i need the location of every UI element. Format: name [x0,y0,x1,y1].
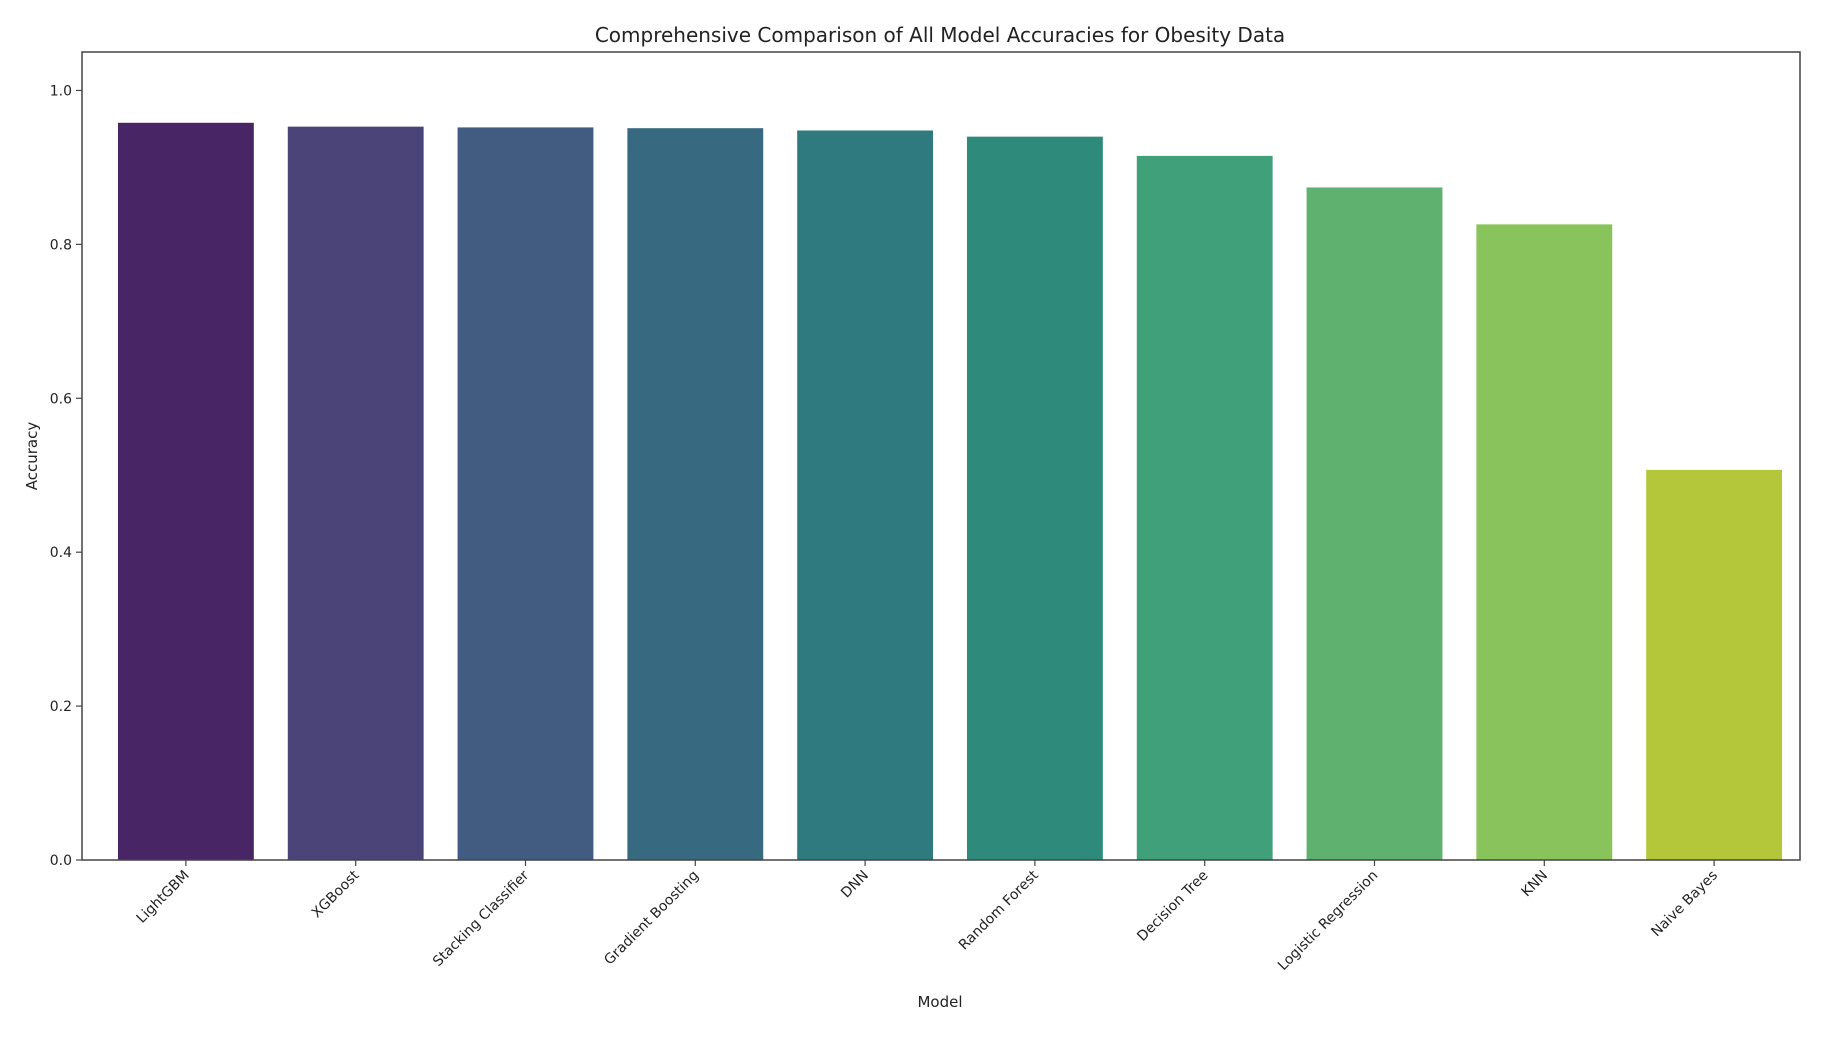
y-tick-label: 0.0 [50,853,72,869]
x-tick-label: Decision Tree [1134,868,1211,945]
y-tick-label: 0.6 [50,391,72,407]
bar [966,136,1103,861]
bar [1476,224,1613,860]
y-tick-label: 0.8 [50,237,72,253]
x-tick-label: Stacking Classifier [430,867,533,970]
x-tick-label: Random Forest [956,867,1042,953]
plot-frame [81,51,1801,861]
bar [457,127,594,860]
plot-area: 0.0 0.2 0.4 0.6 0.8 1.0 LightGBM XGBoost Stackin… [50,83,1783,974]
x-tick-label: Gradient Boosting [601,868,702,969]
bar [117,122,254,860]
y-tick-label: 1.0 [50,83,72,99]
y-tick-label: 0.4 [50,545,72,561]
y-axis-label: Accuracy [23,422,41,491]
x-tick-label: XGBoost [309,867,363,921]
x-axis-label: Model [917,993,962,1011]
bar [287,126,424,861]
x-tick-label: Naive Bayes [1648,868,1721,941]
x-tick-label: KNN [1519,868,1552,901]
x-tick-label: LightGBM [134,868,193,927]
bar [1136,155,1273,860]
x-tick-label: DNN [838,868,872,902]
y-tick-label: 0.2 [50,699,72,715]
chart-title: Comprehensive Comparison of All Model Ac… [595,23,1285,47]
bar [1306,187,1443,861]
bar [797,130,934,860]
x-tick-label: Logistic Regression [1275,868,1381,974]
bar [627,128,764,860]
bar [1646,469,1783,860]
